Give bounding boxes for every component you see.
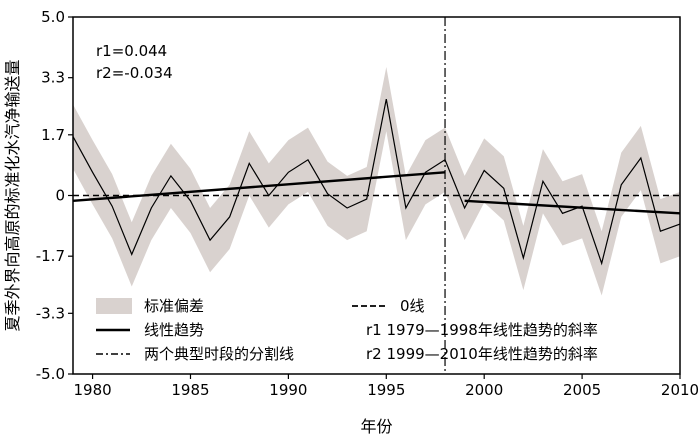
x-tick-label: 2005: [563, 381, 601, 399]
x-tick-label: 2000: [465, 381, 503, 399]
legend-label-r1: r1 1979—1998年线性趋势的斜率: [366, 321, 598, 339]
plot-area: [72, 17, 681, 374]
y-tick-label: -3.3: [36, 304, 65, 322]
x-tick-label: 1980: [73, 381, 111, 399]
legend-label-zero: 0线: [400, 297, 425, 315]
legend-label-divider: 两个典型时段的分割线: [144, 345, 294, 363]
y-tick-label: 3.3: [41, 69, 65, 87]
y-tick-label: 1.7: [41, 126, 65, 144]
y-tick-label: -1.7: [36, 247, 65, 265]
trend-line-2: [464, 199, 681, 215]
annotation-r1: r1=0.044: [96, 42, 167, 60]
y-axis-title: 夏季外界向高原的标准化水汽净输送量: [3, 59, 22, 331]
x-axis-title: 年份: [360, 417, 392, 436]
legend-label-r2: r2 1999—2010年线性趋势的斜率: [366, 345, 598, 363]
axes: 5.0 3.3 1.7 0 -1.7 -3.3 -5.0 1980 1985 1990 1995 20…: [3, 8, 699, 436]
x-tick-label: 1990: [269, 381, 307, 399]
trend-line-1: [72, 171, 446, 203]
x-tick-label: 1995: [367, 381, 405, 399]
std-band: [73, 66, 680, 296]
x-tick-label: 1985: [171, 381, 209, 399]
y-tick-label: 5.0: [41, 8, 65, 26]
legend-label-trend: 线性趋势: [144, 321, 204, 339]
y-tick-label: 0: [55, 187, 65, 205]
x-tick-label: 2010: [661, 381, 699, 399]
legend-label-band: 标准偏差: [144, 297, 204, 315]
legend-swatch-band: [96, 298, 132, 314]
y-tick-label: -5.0: [36, 365, 65, 383]
annotation-r2: r2=-0.034: [96, 64, 173, 82]
